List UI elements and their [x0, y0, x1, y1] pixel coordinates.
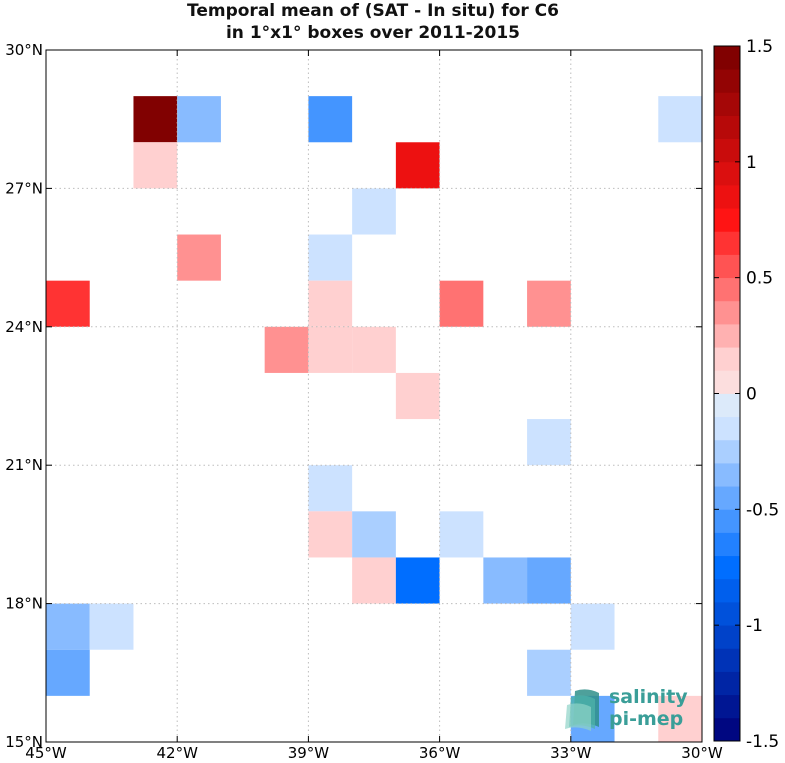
heatmap-cell — [46, 280, 90, 327]
colorbar-segment — [714, 463, 740, 487]
colorbar-segment — [714, 115, 740, 140]
heatmap-cell — [177, 96, 221, 143]
colorbar-segment — [714, 671, 740, 696]
colorbar-tick-label: -1.5 — [746, 732, 779, 752]
x-axis: 45°W 42°W 39°W 36°W 33°W 30°W — [25, 50, 723, 762]
heatmap-cell — [308, 326, 353, 373]
heatmap-cell — [133, 96, 178, 143]
x-tick-label: 36°W — [419, 744, 461, 762]
colorbar-segment — [714, 277, 740, 302]
colorbar-segment — [714, 231, 740, 255]
colorbar-tick-label: -1 — [746, 616, 763, 636]
chart-title: Temporal mean of (SAT - In situ) for C6 … — [0, 0, 746, 44]
colorbar-tick-label: 1.5 — [746, 37, 773, 57]
colorbar-segment — [714, 254, 740, 279]
heatmap-cell — [308, 280, 353, 327]
heatmap-cell — [352, 557, 396, 604]
heatmap-cell — [395, 557, 440, 604]
colorbar: 1.5 1 0.5 0 -0.5 -1 -1.5 — [713, 37, 779, 752]
colorbar-segment — [714, 69, 740, 93]
plot-frame — [45, 49, 703, 743]
heatmap-cell — [395, 142, 440, 189]
logo-text-line-1: salinity — [609, 686, 688, 708]
heatmap-cell — [308, 234, 353, 281]
colorbar-tick-label: 1 — [746, 153, 757, 173]
x-tick-label: 45°W — [25, 744, 67, 762]
colorbar-segment — [714, 208, 740, 232]
colorbar-segment — [714, 300, 740, 325]
x-tick-label: 33°W — [550, 744, 592, 762]
colorbar-segment — [714, 347, 740, 371]
heatmap-cell — [46, 649, 90, 696]
colorbar-segment — [714, 370, 740, 394]
heatmap-cell — [352, 188, 396, 235]
heatmap-cell — [658, 695, 702, 742]
colorbar-tick-label: -0.5 — [746, 500, 779, 520]
colorbar-segment — [714, 717, 740, 742]
y-axis: 15°N 18°N 21°N 24°N 27°N 30°N — [5, 41, 702, 751]
heatmap-cell — [308, 465, 353, 512]
logo-mark-icon — [565, 689, 599, 731]
y-tick-label: 30°N — [5, 41, 43, 59]
heatmap-cell — [352, 326, 396, 373]
heatmap-cell — [264, 326, 309, 373]
grid-layer — [46, 50, 702, 742]
heatmap-cell — [570, 603, 615, 650]
colorbar-segment — [714, 393, 740, 418]
colorbar-segment — [714, 694, 740, 719]
logo-text-line-2: pi-mep — [609, 708, 683, 730]
heatmap-cell — [308, 96, 353, 143]
colorbar-segment — [714, 46, 740, 70]
heatmap-cell — [527, 649, 571, 696]
heatmap-cell — [89, 603, 134, 650]
colorbar-segment — [714, 532, 740, 557]
x-tick-label: 30°W — [681, 744, 723, 762]
colorbar-segment — [714, 555, 740, 580]
title-line-2: in 1°x1° boxes over 2011-2015 — [225, 23, 521, 43]
heatmap-cell — [395, 372, 440, 420]
y-tick-label: 15°N — [5, 733, 43, 751]
cells-layer — [46, 96, 702, 742]
title-line-1: Temporal mean of (SAT - In situ) for C6 — [187, 1, 559, 21]
colorbar-segment — [714, 416, 740, 441]
heatmap-cell — [177, 234, 221, 281]
colorbar-segment — [714, 486, 740, 510]
heatmap-cell — [133, 142, 178, 189]
heatmap-cell — [483, 557, 528, 604]
y-tick-label: 24°N — [5, 318, 43, 336]
colorbar-segment — [714, 92, 740, 116]
colorbar-tick-label: 0.5 — [746, 269, 773, 289]
colorbar-segment — [714, 578, 740, 603]
heatmap-cell — [46, 603, 90, 650]
y-tick-label: 27°N — [5, 179, 43, 197]
y-tick-label: 18°N — [5, 595, 43, 613]
colorbar-segment — [714, 625, 740, 649]
x-tick-label: 39°W — [288, 744, 330, 762]
colorbar-segment — [714, 648, 740, 672]
colorbar-tick-label: 0 — [746, 385, 757, 405]
colorbar-segment — [714, 185, 740, 209]
heatmap-cell — [439, 280, 484, 327]
x-tick-label: 42°W — [156, 744, 198, 762]
heatmap-cell — [527, 557, 571, 604]
colorbar-segment — [714, 324, 740, 348]
salinity-pimep-logo: salinity pi-mep — [565, 686, 688, 731]
colorbar-segment — [714, 509, 740, 533]
heatmap-cell — [439, 511, 484, 558]
heatmap-cell — [527, 419, 571, 466]
heatmap-cell — [658, 96, 702, 143]
colorbar-segment — [714, 439, 740, 464]
heatmap-cell — [527, 280, 571, 327]
y-tick-label: 21°N — [5, 456, 43, 474]
colorbar-segment — [714, 138, 740, 163]
colorbar-segment — [714, 161, 740, 186]
heatmap-cell — [308, 511, 353, 558]
colorbar-segment — [714, 602, 740, 626]
heatmap-cell — [352, 511, 396, 558]
